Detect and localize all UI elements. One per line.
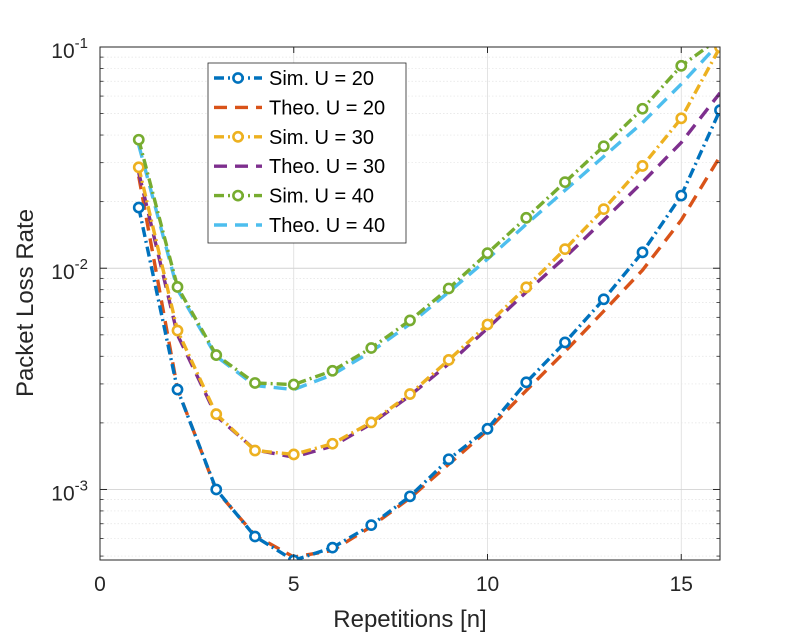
series-line [137, 109, 720, 560]
data-point [520, 211, 533, 224]
data-point [714, 104, 720, 117]
data-point [132, 161, 145, 174]
data-point [171, 281, 184, 293]
x-tick-label: 0 [94, 573, 106, 596]
data-point [442, 354, 455, 366]
data-point [481, 247, 494, 260]
data-point [559, 336, 571, 349]
data-point [326, 437, 339, 450]
legend-swatch-marker [232, 72, 244, 84]
data-point [249, 530, 261, 543]
series-sim-u-30 [132, 47, 720, 461]
data-point [481, 422, 494, 435]
data-point [171, 383, 184, 396]
plot-area [100, 47, 720, 560]
data-point [636, 160, 649, 172]
data-point [675, 59, 688, 72]
data-point [520, 281, 533, 294]
data-point [365, 519, 378, 532]
legend-label: Theo. U = 30 [269, 156, 385, 178]
data-point [636, 246, 649, 259]
x-tick-label: 10 [476, 573, 499, 596]
data-point [249, 377, 261, 389]
data-point [636, 102, 649, 115]
data-point [287, 378, 300, 391]
legend-item: Theo. U = 30 [214, 156, 385, 178]
data-point [597, 293, 610, 306]
data-point [287, 448, 300, 461]
data-point [210, 408, 223, 421]
series-theo-u-40 [137, 47, 718, 392]
data-point [210, 483, 223, 496]
data-point [132, 201, 145, 214]
data-point [675, 112, 688, 125]
data-point [675, 189, 688, 202]
data-point [520, 376, 533, 389]
data-point [171, 324, 184, 337]
data-point [715, 33, 724, 42]
series-sim-u-40 [132, 33, 724, 391]
data-point [597, 203, 610, 216]
y-tick-label: 10-3 [51, 477, 88, 505]
data-point [559, 176, 571, 189]
legend-label: Sim. U = 20 [269, 68, 374, 90]
legend-item: Sim. U = 30 [214, 127, 374, 149]
legend-swatch-marker [232, 130, 244, 143]
data-point [442, 453, 455, 466]
series-line [137, 47, 720, 457]
x-axis-title: Repetitions [n] [333, 606, 486, 633]
legend-box [207, 62, 407, 244]
data-point [481, 318, 494, 331]
data-point [597, 140, 610, 153]
data-point [365, 342, 378, 354]
legend-label: Sim. U = 40 [269, 186, 374, 208]
y-tick-label: 10-2 [51, 256, 88, 284]
data-point [404, 388, 416, 400]
series-sim-u-20 [132, 104, 720, 560]
data-point [365, 416, 378, 429]
ticks: 0 5 10 15 10-3 10-2 10-1 [51, 35, 720, 596]
x-tick-label: 15 [670, 573, 693, 596]
series-line [137, 47, 711, 387]
legend-item: Theo. U = 20 [214, 97, 385, 119]
data-point [132, 133, 145, 146]
data-point [404, 490, 416, 503]
plot-frame [99, 46, 721, 561]
y-tick-label: 10-1 [51, 35, 88, 63]
data-point [326, 541, 339, 554]
legend-item: Sim. U = 20 [214, 68, 374, 90]
data-point [326, 364, 339, 377]
legend: Sim. U = 20 Theo. U = 20 Sim. U = 30 Theo. … [207, 62, 407, 244]
series-line [137, 47, 718, 392]
legend-label: Sim. U = 30 [269, 127, 374, 149]
data-point [249, 444, 261, 457]
legend-label: Theo. U = 20 [269, 97, 385, 119]
legend-swatch-marker [232, 189, 244, 202]
data-point [559, 243, 571, 256]
data-point [404, 314, 416, 327]
y-axis-title: Packet Loss Rate [12, 209, 39, 397]
x-tick-label: 5 [288, 573, 300, 596]
legend-item: Theo. U = 40 [214, 215, 385, 237]
legend-item: Sim. U = 40 [214, 186, 374, 208]
series-group [132, 33, 724, 560]
legend-label: Theo. U = 40 [269, 215, 385, 237]
data-point [442, 282, 455, 295]
data-point [210, 349, 223, 361]
